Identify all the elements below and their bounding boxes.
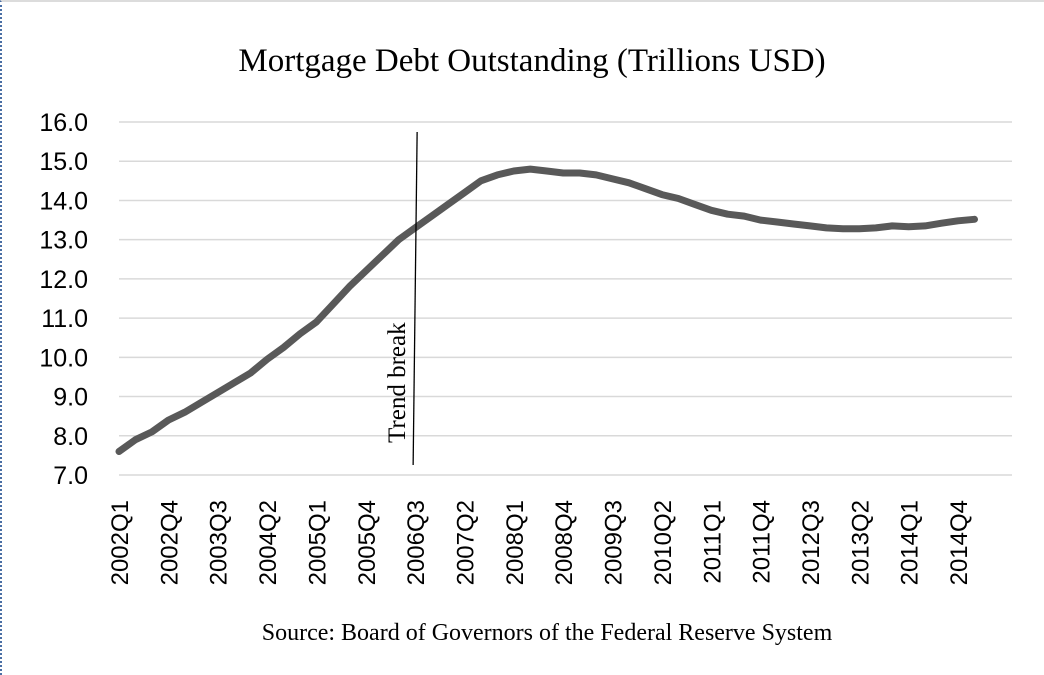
y-tick-label: 15.0 (39, 148, 88, 176)
x-tick-label: 2002Q1 (107, 500, 134, 585)
y-tick-label: 12.0 (39, 266, 88, 294)
x-tick-label: 2011Q1 (699, 500, 726, 584)
x-axis-ticks: 2002Q1 2002Q4 2003Q3 2004Q2 2005Q1 2005Q4 2006… (107, 500, 973, 585)
series-group (119, 169, 975, 451)
x-tick-label: 2008Q4 (551, 500, 578, 585)
x-tick-label: 2013Q2 (847, 500, 874, 585)
x-tick-label: 2009Q3 (601, 500, 628, 585)
y-tick-label: 9.0 (53, 384, 88, 412)
x-tick-label: 2012Q3 (798, 500, 825, 585)
y-tick-label: 8.0 (53, 423, 88, 451)
x-tick-label: 2004Q2 (255, 500, 282, 585)
y-tick-label: 10.0 (39, 344, 88, 372)
y-tick-label: 16.0 (39, 109, 88, 137)
source-note: Source: Board of Governors of the Federa… (262, 620, 833, 646)
y-tick-label: 7.0 (53, 462, 88, 490)
chart-title: Mortgage Debt Outstanding (Trillions USD… (238, 43, 825, 79)
x-tick-label: 2011Q4 (749, 500, 776, 584)
trend-break-line (413, 132, 417, 465)
x-tick-label: 2008Q1 (502, 500, 529, 585)
y-tick-label: 14.0 (39, 187, 88, 215)
x-tick-label: 2005Q4 (354, 500, 381, 585)
x-tick-label: 2005Q1 (304, 500, 331, 585)
x-tick-label: 2010Q2 (650, 500, 677, 585)
y-tick-label: 13.0 (39, 227, 88, 255)
x-tick-label: 2014Q1 (897, 500, 924, 585)
x-tick-label: 2002Q4 (156, 500, 183, 585)
x-tick-label: 2014Q4 (946, 500, 973, 585)
series-line (119, 169, 975, 451)
y-tick-label: 11.0 (41, 305, 88, 333)
trend-break-label: Trend break (384, 322, 411, 443)
x-tick-label: 2007Q2 (452, 500, 479, 585)
x-tick-label: 2006Q3 (403, 500, 430, 585)
y-axis-ticks: 7.0 8.0 9.0 10.0 11.0 12.0 13.0 14.0 15.0 16.0 (39, 109, 88, 490)
x-tick-label: 2003Q3 (206, 500, 233, 585)
trend-break-annotation: Trend break (384, 132, 417, 465)
